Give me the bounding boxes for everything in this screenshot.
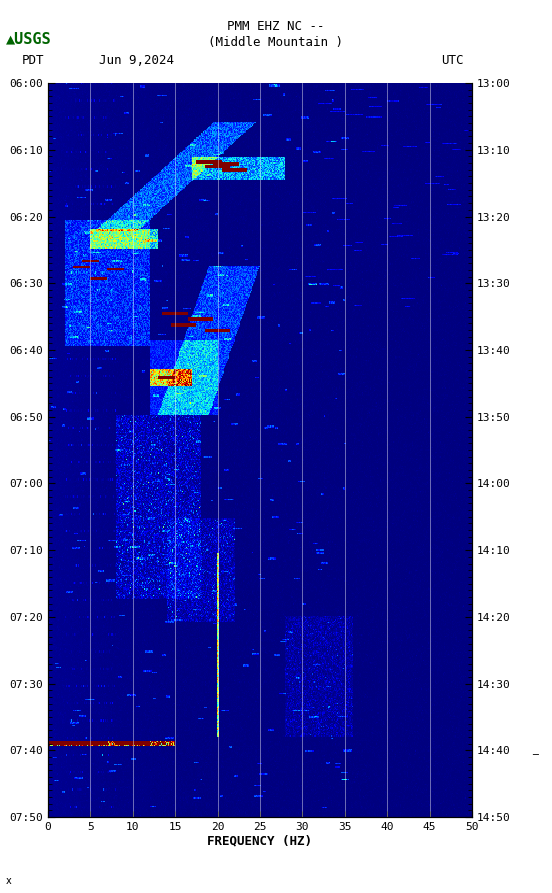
Text: ▲USGS: ▲USGS — [6, 31, 51, 46]
Text: PMM EHZ NC --: PMM EHZ NC -- — [227, 20, 325, 33]
Text: x: x — [6, 876, 11, 886]
Text: Jun 9,2024: Jun 9,2024 — [99, 54, 174, 67]
Text: ─: ─ — [533, 749, 538, 760]
Text: (Middle Mountain ): (Middle Mountain ) — [209, 36, 343, 49]
Text: UTC: UTC — [442, 54, 464, 67]
X-axis label: FREQUENCY (HZ): FREQUENCY (HZ) — [208, 835, 312, 847]
Text: PDT: PDT — [22, 54, 45, 67]
